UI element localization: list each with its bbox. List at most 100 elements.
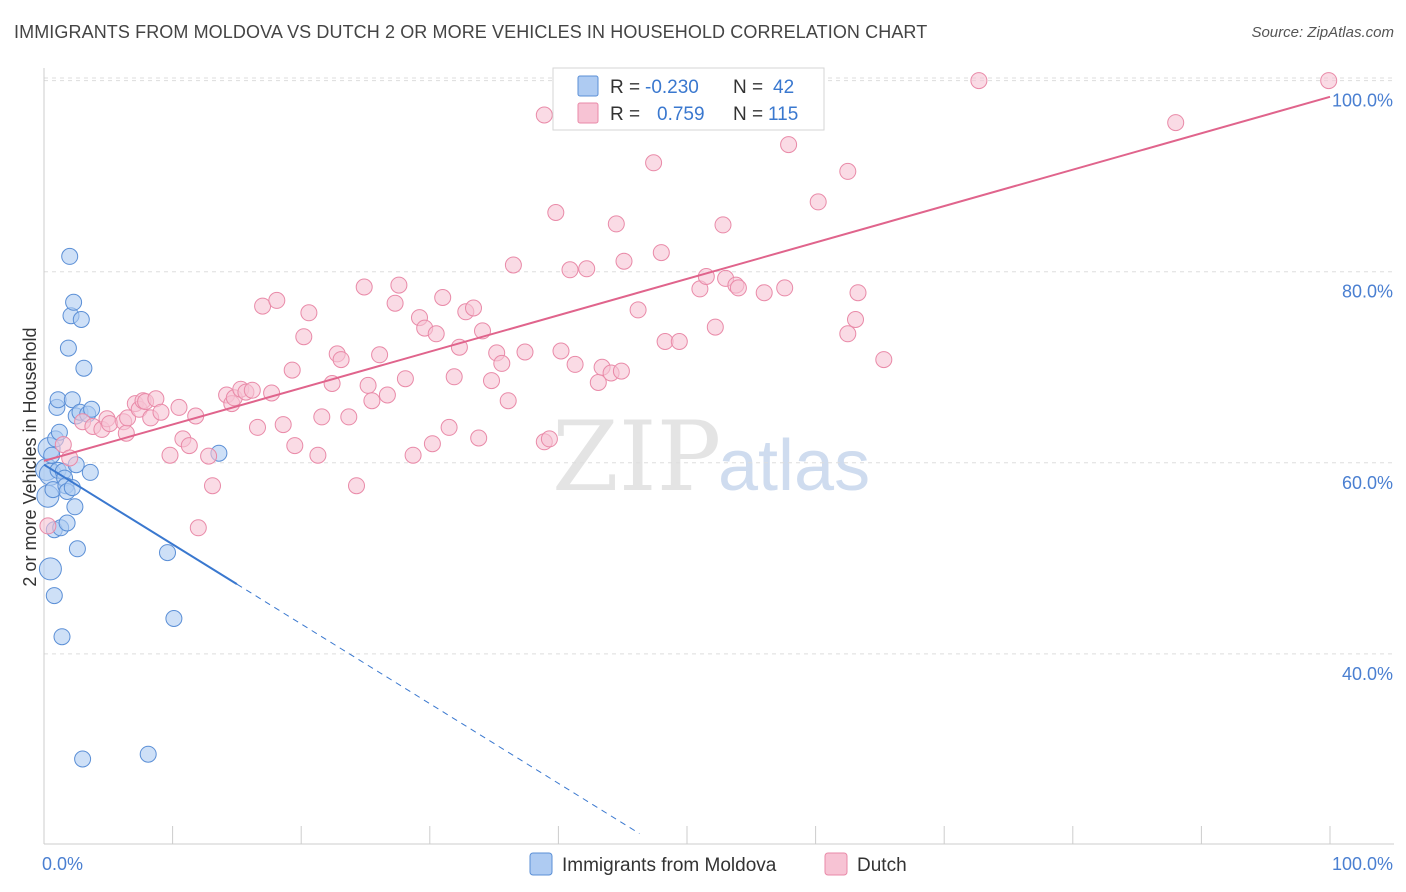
dutch-point — [101, 415, 119, 433]
dutch-point — [780, 136, 798, 154]
y-tick-label: 80.0% — [1342, 282, 1393, 302]
moldova-point — [72, 311, 90, 328]
dutch-point — [200, 447, 218, 465]
dutch-point — [404, 446, 422, 464]
legend-r-label-dutch: R = — [610, 104, 640, 125]
dutch-point — [776, 279, 794, 297]
dutch-point — [243, 381, 261, 399]
dutch-point — [755, 284, 773, 302]
dutch-point — [204, 477, 221, 495]
watermark-atlas: atlas — [718, 426, 870, 506]
dutch-point — [427, 325, 445, 343]
dutch-point — [839, 325, 857, 343]
dutch-point — [566, 355, 584, 373]
dutch-point — [1320, 72, 1338, 90]
dutch-point — [332, 351, 350, 369]
dutch-point — [535, 106, 553, 124]
dutch-point — [254, 297, 272, 315]
dutch-point — [313, 408, 331, 426]
dutch-point — [540, 430, 558, 448]
dutch-point — [607, 215, 625, 233]
dutch-point — [170, 398, 188, 416]
dutch-point — [552, 342, 570, 360]
moldova-point — [61, 247, 79, 265]
dutch-point — [809, 193, 827, 211]
moldova-point — [38, 557, 62, 581]
moldova-point — [53, 628, 71, 646]
dutch-point — [283, 361, 301, 379]
moldova-trend-extension — [236, 583, 640, 834]
dutch-point — [39, 517, 57, 535]
dutch-point — [706, 318, 724, 336]
series-legend: Immigrants from Moldova Dutch — [529, 852, 907, 876]
moldova-point — [139, 745, 157, 763]
dutch-point — [396, 370, 414, 388]
dutch-point — [670, 333, 688, 350]
moldova-point — [83, 400, 101, 418]
axes — [43, 68, 1394, 845]
dutch-point — [119, 409, 137, 427]
y-tick-label: 60.0% — [1342, 473, 1393, 493]
moldova-point — [49, 391, 67, 409]
dutch-point — [274, 416, 292, 434]
dutch-point — [268, 291, 286, 309]
dutch-point — [434, 289, 452, 306]
dutch-point — [656, 333, 674, 350]
dutch-point — [286, 437, 304, 455]
dutch-point — [386, 294, 404, 312]
correlation-legend: R = -0.230 N = 42 R = 0.759 N = 115 — [552, 67, 825, 131]
dutch-point — [970, 72, 988, 90]
dutch-point — [875, 351, 893, 369]
moldova-point — [45, 587, 63, 605]
dutch-point — [493, 354, 511, 372]
tick-labels: 40.0% 60.0% 80.0% 100.0% 0.0% 100.0% — [42, 91, 1393, 874]
dutch-point — [499, 392, 517, 410]
legend-r-value-dutch: 0.759 — [657, 104, 705, 125]
legend-r-value-moldova: -0.230 — [645, 77, 699, 98]
x-tick-label-left: 0.0% — [42, 854, 83, 874]
series-legend-label-moldova: Immigrants from Moldova — [562, 855, 777, 876]
dutch-point — [295, 328, 313, 346]
dutch-point — [465, 299, 482, 317]
legend-n-value-dutch: 115 — [768, 104, 798, 125]
moldova-point — [63, 391, 81, 409]
dutch-point — [180, 437, 198, 455]
dutch-point — [839, 162, 857, 180]
dutch-point — [714, 216, 732, 234]
watermark: ZIP atlas — [552, 401, 870, 513]
dutch-point — [612, 362, 630, 380]
y-axis-title: 2 or more Vehicles in Household — [20, 327, 40, 586]
dutch-point — [355, 278, 373, 296]
moldova-point — [165, 610, 183, 627]
dutch-point — [645, 154, 663, 172]
legend-swatch-dutch — [577, 102, 599, 124]
dutch-point — [561, 261, 579, 279]
moldova-point — [74, 750, 92, 768]
watermark-zip: ZIP — [552, 401, 721, 513]
legend-n-label-moldova: N = — [733, 77, 763, 98]
series-legend-swatch-moldova — [529, 852, 553, 876]
dutch-point — [378, 386, 396, 404]
dutch-point — [300, 304, 318, 322]
dutch-point — [483, 372, 500, 390]
moldova-point — [65, 293, 83, 311]
dutch-point — [547, 204, 565, 221]
dutch-point — [729, 279, 747, 297]
trend-lines — [43, 95, 1331, 834]
dutch-point — [615, 252, 633, 270]
dutch-point — [1167, 114, 1185, 132]
moldova-point — [81, 463, 99, 481]
dutch-points — [39, 72, 1338, 537]
dutch-trend-line — [43, 95, 1331, 462]
dutch-point — [152, 403, 170, 421]
y-tick-label: 100.0% — [1332, 91, 1393, 111]
legend-r-label-moldova: R = — [610, 77, 640, 98]
legend-n-label-dutch: N = — [733, 104, 763, 125]
moldova-point — [66, 498, 84, 516]
dutch-point — [440, 418, 458, 436]
moldova-point — [58, 514, 76, 532]
dutch-point — [629, 301, 647, 319]
chart-title: IMMIGRANTS FROM MOLDOVA VS DUTCH 2 OR MO… — [14, 22, 928, 42]
dutch-point — [371, 346, 389, 364]
